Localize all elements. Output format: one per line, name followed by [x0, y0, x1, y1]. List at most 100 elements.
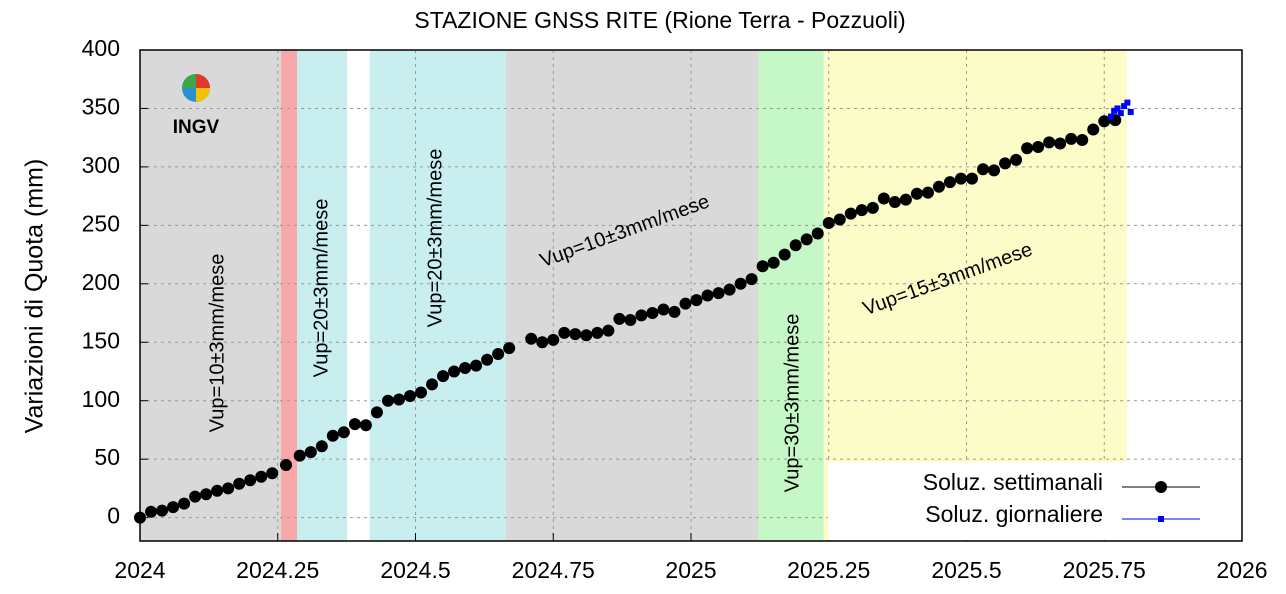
point	[536, 336, 549, 349]
x-tick-label: 2024.5	[380, 557, 450, 583]
point	[778, 248, 791, 261]
point	[1065, 132, 1078, 145]
point	[1098, 115, 1111, 128]
annotation: Vup=20±3mm/mese	[424, 149, 446, 328]
point	[492, 347, 505, 360]
annotation: Vup=20±3mm/mese	[310, 199, 332, 378]
point	[1114, 105, 1121, 112]
point	[734, 277, 747, 290]
point	[470, 359, 483, 372]
point	[348, 418, 361, 431]
y-axis-label: Variazioni di Quota (mm)	[21, 159, 49, 434]
x-tick-label: 2025.5	[931, 557, 1001, 583]
point	[1121, 103, 1128, 110]
point	[547, 333, 560, 346]
point	[966, 172, 979, 185]
point	[690, 294, 703, 307]
legend-label: Soluz. settimanali	[923, 469, 1103, 495]
logo: INGV	[173, 74, 220, 138]
x-tick-label: 2025	[665, 557, 716, 583]
y-tick-label: 400	[82, 35, 120, 61]
point	[932, 180, 945, 193]
x-tick-label: 2025.75	[1063, 557, 1146, 583]
y-tick-label: 300	[82, 152, 120, 178]
point	[668, 305, 681, 318]
point	[1124, 99, 1131, 106]
point	[304, 446, 317, 459]
legend-label: Soluz. giornaliere	[925, 501, 1103, 527]
point	[222, 482, 235, 495]
point	[167, 501, 180, 514]
marks	[134, 99, 1134, 524]
annotation: Vup=10±3mm/mese	[206, 254, 228, 433]
chart-title: STAZIONE GNSS RITE (Rione Terra - Pozzuo…	[414, 7, 905, 33]
point	[293, 449, 306, 462]
point	[1107, 113, 1114, 120]
y-tick-label: 150	[82, 327, 120, 353]
point	[189, 490, 202, 503]
point	[392, 393, 405, 406]
point	[811, 227, 824, 240]
point	[359, 419, 372, 432]
point	[481, 353, 494, 366]
point	[337, 426, 350, 439]
point	[789, 239, 802, 252]
point	[921, 186, 934, 199]
x-tick-label: 2025.25	[787, 557, 870, 583]
point	[1127, 108, 1134, 115]
point	[999, 157, 1012, 170]
point	[558, 326, 571, 339]
point	[767, 256, 780, 269]
legend-symbol	[1155, 481, 1167, 493]
point	[315, 440, 328, 453]
point	[178, 497, 191, 510]
point	[459, 361, 472, 374]
point	[635, 309, 648, 322]
point	[1010, 153, 1023, 166]
point	[580, 329, 593, 342]
point	[525, 332, 538, 345]
logo-text: INGV	[173, 117, 220, 138]
x-tick-label: 2024.75	[512, 557, 595, 583]
point	[745, 273, 758, 286]
region	[281, 50, 298, 541]
point	[1076, 134, 1089, 147]
point	[403, 390, 416, 403]
point	[954, 172, 967, 185]
point	[712, 287, 725, 300]
legend-symbol	[1158, 516, 1164, 522]
annotation: Vup=30±3mm/mese	[781, 314, 803, 493]
point	[370, 406, 383, 419]
point	[437, 370, 450, 383]
point	[679, 297, 692, 310]
logo-segment	[196, 88, 210, 102]
point	[255, 470, 268, 483]
point	[943, 176, 956, 189]
point	[1054, 137, 1067, 150]
point	[1043, 136, 1056, 149]
point	[646, 307, 659, 320]
point	[723, 283, 736, 296]
y-tick-label: 350	[82, 94, 120, 120]
x-tick-label: 2024	[114, 557, 165, 583]
point	[624, 314, 637, 327]
point	[877, 192, 890, 205]
point	[448, 365, 461, 378]
plot-frame	[139, 49, 1243, 542]
point	[426, 378, 439, 391]
point	[1087, 123, 1100, 136]
y-tick-label: 100	[82, 386, 120, 412]
point	[200, 488, 213, 501]
point	[977, 163, 990, 176]
point	[756, 260, 769, 273]
point	[822, 217, 835, 230]
point	[381, 394, 394, 407]
point	[503, 342, 516, 355]
point	[211, 484, 224, 497]
point	[244, 474, 257, 487]
point	[800, 233, 813, 246]
y-tick-label: 50	[94, 444, 120, 470]
point	[855, 204, 868, 217]
y-tick-label: 0	[107, 503, 120, 529]
